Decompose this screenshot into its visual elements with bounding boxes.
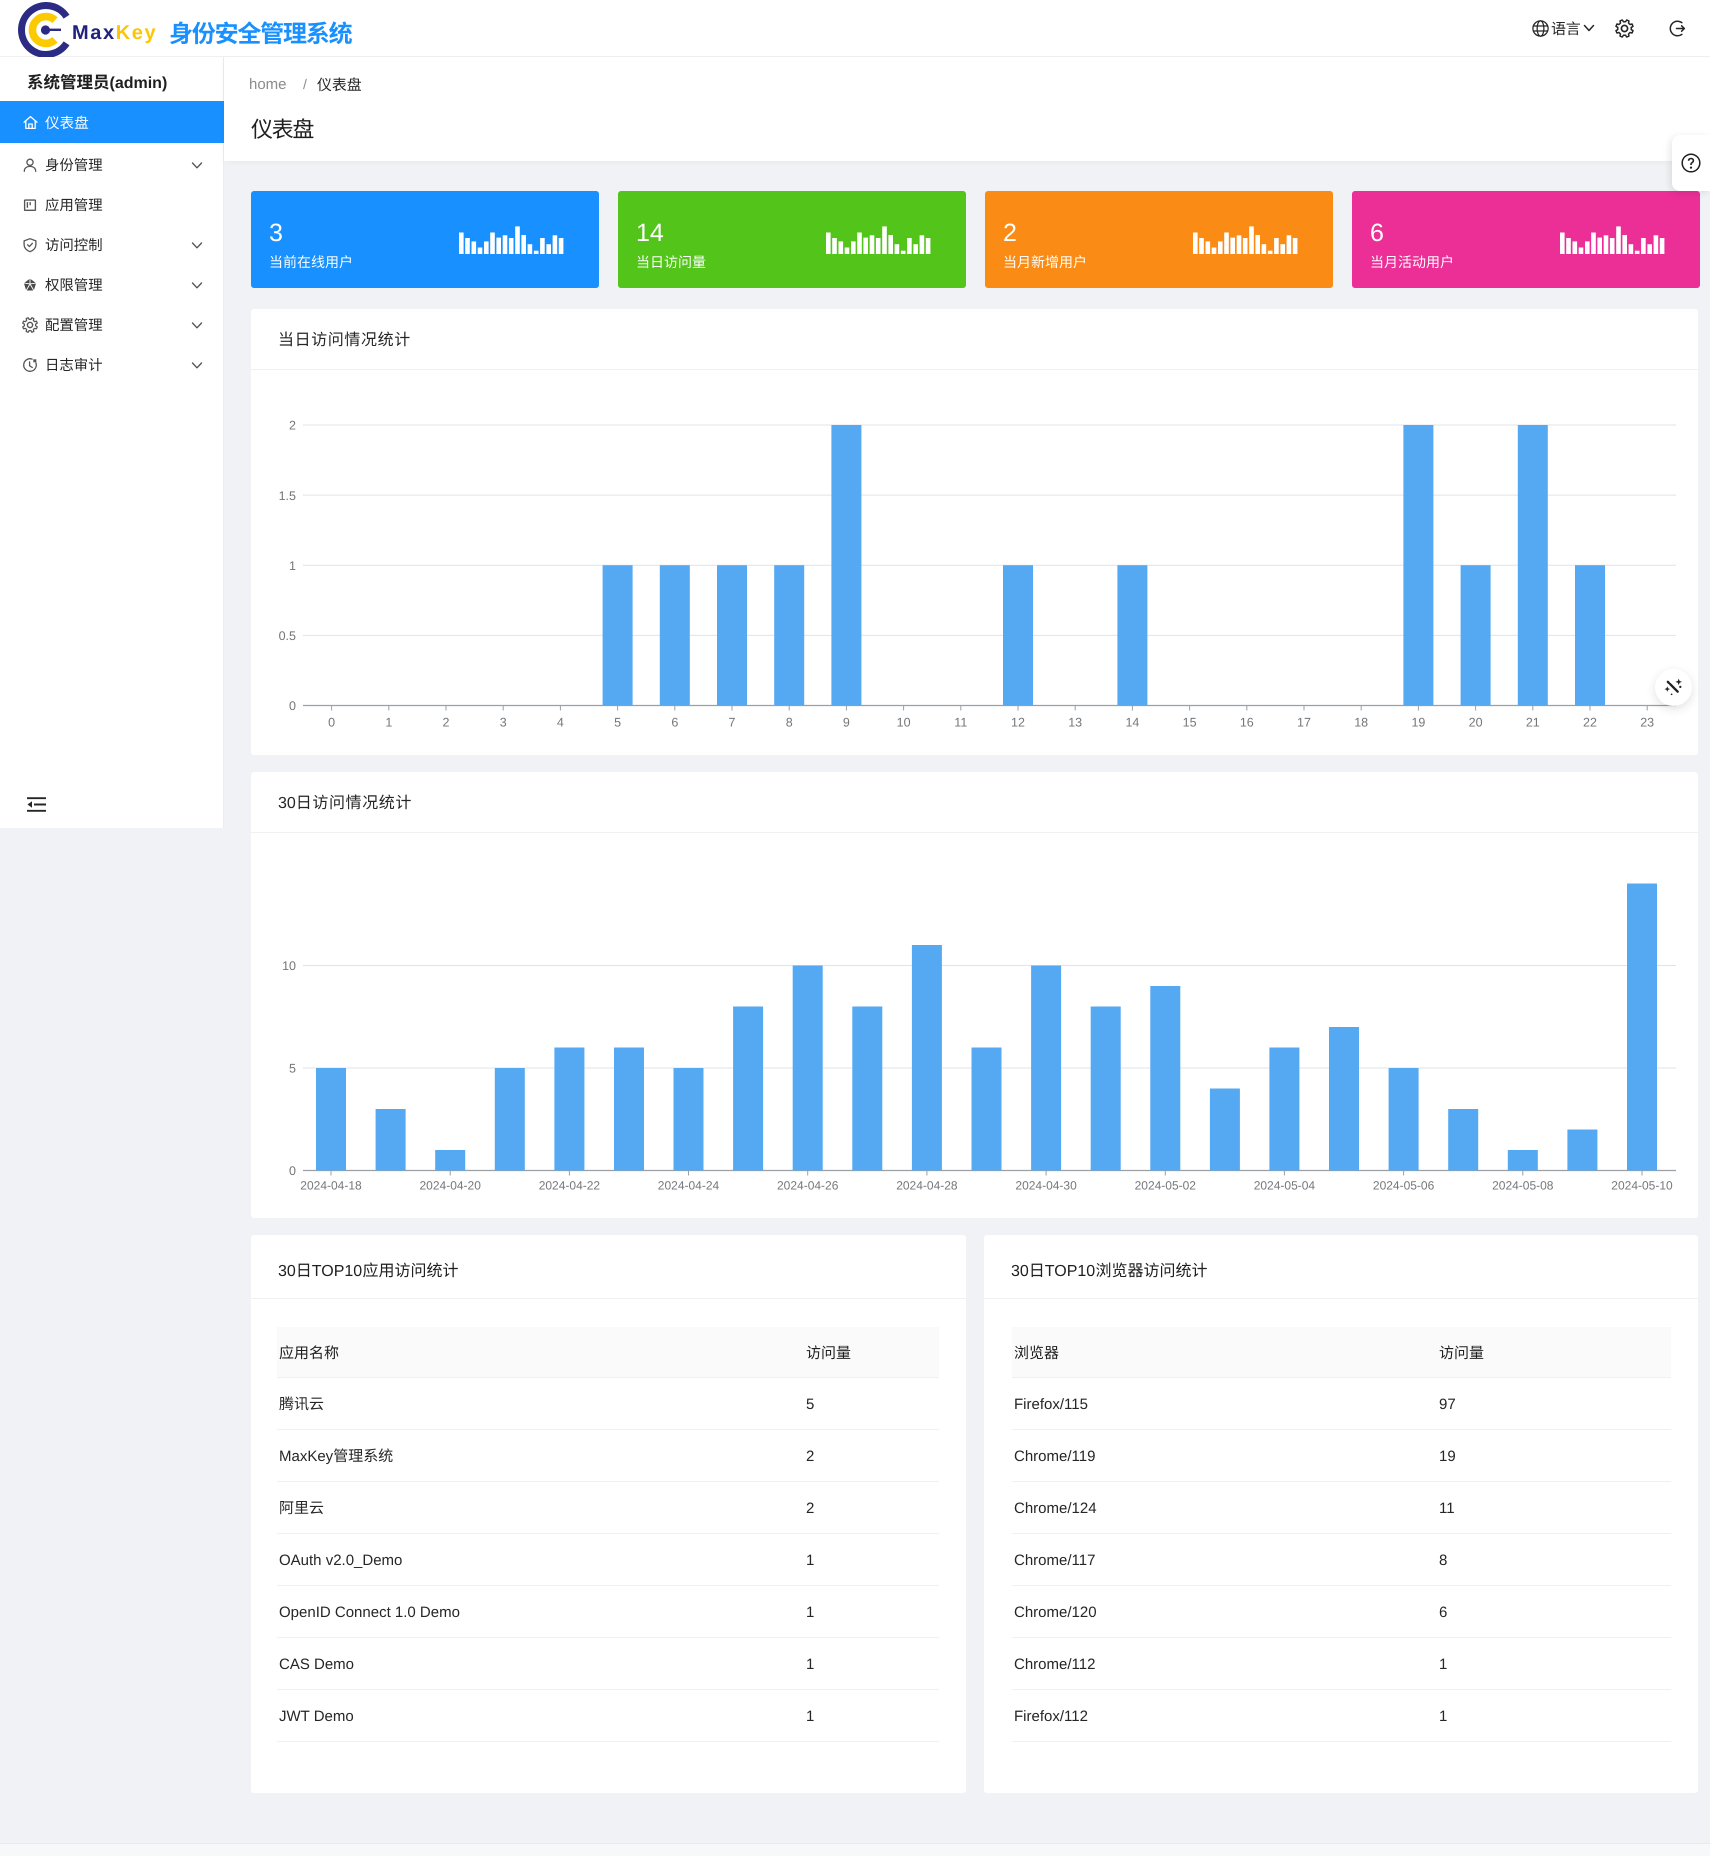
svg-text:30: 30 [278, 1263, 296, 1280]
svg-text:1: 1 [806, 1656, 814, 1673]
svg-text:1: 1 [806, 1552, 814, 1569]
svg-text:JWT Demo: JWT Demo [279, 1708, 354, 1725]
svg-text:11: 11 [1439, 1500, 1455, 1517]
svg-text:15: 15 [1183, 716, 1197, 730]
svg-text:1.5: 1.5 [279, 489, 296, 503]
svg-text:(admin): (admin) [110, 75, 168, 92]
svg-text:1: 1 [806, 1604, 814, 1621]
svg-text:21: 21 [1526, 716, 1540, 730]
svg-text:1: 1 [806, 1708, 814, 1725]
svg-text:2: 2 [1003, 219, 1017, 247]
svg-text:14: 14 [636, 219, 664, 247]
svg-text:Chrome/117: Chrome/117 [1014, 1552, 1095, 1569]
svg-text:7: 7 [729, 716, 736, 730]
svg-text:1: 1 [1439, 1656, 1447, 1673]
svg-text:8: 8 [1439, 1552, 1447, 1569]
svg-text:Firefox/115: Firefox/115 [1014, 1396, 1088, 1413]
svg-text:Chrome/120: Chrome/120 [1014, 1604, 1097, 1621]
svg-text:9: 9 [843, 716, 850, 730]
svg-text:20: 20 [1469, 716, 1483, 730]
svg-text:8: 8 [786, 716, 793, 730]
svg-text:Max: Max [72, 22, 116, 44]
svg-text:16: 16 [1240, 716, 1254, 730]
svg-text:Chrome/112: Chrome/112 [1014, 1656, 1095, 1673]
svg-text:TOP10: TOP10 [312, 1263, 363, 1280]
svg-text:2024-04-22: 2024-04-22 [539, 1179, 601, 1193]
svg-text:2024-04-18: 2024-04-18 [300, 1179, 362, 1193]
svg-text:1: 1 [1439, 1708, 1447, 1725]
svg-text:19: 19 [1411, 716, 1425, 730]
svg-text:19: 19 [1439, 1448, 1456, 1465]
svg-text:2024-04-24: 2024-04-24 [658, 1179, 720, 1193]
svg-text:2: 2 [443, 716, 450, 730]
svg-text:1: 1 [289, 559, 296, 573]
svg-text:3: 3 [500, 716, 507, 730]
svg-text:4: 4 [557, 716, 564, 730]
svg-text:5: 5 [614, 716, 621, 730]
svg-text:13: 13 [1068, 716, 1082, 730]
svg-text:10: 10 [897, 716, 911, 730]
svg-text:0: 0 [289, 699, 296, 713]
svg-text:Chrome/124: Chrome/124 [1014, 1500, 1097, 1517]
svg-text:10: 10 [282, 959, 296, 973]
svg-text:2024-05-02: 2024-05-02 [1135, 1179, 1197, 1193]
svg-text:30: 30 [1011, 1263, 1029, 1280]
svg-text:2: 2 [289, 419, 296, 433]
svg-text:11: 11 [954, 716, 967, 730]
svg-text:17: 17 [1297, 716, 1311, 730]
svg-text:2024-04-20: 2024-04-20 [420, 1179, 482, 1193]
svg-text:3: 3 [269, 219, 283, 247]
svg-text:OAuth v2.0_Demo: OAuth v2.0_Demo [279, 1552, 402, 1569]
svg-text:0: 0 [328, 716, 335, 730]
svg-text:2024-04-28: 2024-04-28 [896, 1179, 958, 1193]
svg-text:2: 2 [806, 1448, 814, 1465]
svg-text:12: 12 [1011, 716, 1025, 730]
svg-text:2024-05-06: 2024-05-06 [1373, 1179, 1435, 1193]
svg-text:Key: Key [116, 22, 158, 44]
svg-text:/: / [303, 76, 307, 92]
svg-text:Chrome/119: Chrome/119 [1014, 1448, 1095, 1465]
svg-text:2024-04-30: 2024-04-30 [1015, 1179, 1077, 1193]
svg-text:2024-05-08: 2024-05-08 [1492, 1179, 1554, 1193]
svg-text:22: 22 [1583, 716, 1597, 730]
svg-text:2: 2 [806, 1500, 814, 1517]
svg-text:MaxKey: MaxKey [279, 1448, 334, 1465]
svg-text:2024-05-10: 2024-05-10 [1611, 1179, 1673, 1193]
svg-text:6: 6 [1439, 1604, 1447, 1621]
svg-text:23: 23 [1640, 716, 1654, 730]
svg-text:1: 1 [385, 716, 392, 730]
svg-text:2024-05-04: 2024-05-04 [1254, 1179, 1316, 1193]
svg-text:18: 18 [1354, 716, 1368, 730]
svg-text:14: 14 [1125, 716, 1139, 730]
svg-text:2024-04-26: 2024-04-26 [777, 1179, 839, 1193]
svg-text:5: 5 [806, 1396, 814, 1413]
svg-text:0: 0 [289, 1164, 296, 1178]
svg-text:home: home [249, 76, 287, 93]
svg-text:OpenID Connect 1.0 Demo: OpenID Connect 1.0 Demo [279, 1604, 460, 1621]
svg-text:6: 6 [1370, 219, 1384, 247]
svg-text:6: 6 [671, 716, 678, 730]
svg-text:CAS Demo: CAS Demo [279, 1656, 354, 1673]
svg-text:97: 97 [1439, 1396, 1456, 1413]
svg-text:TOP10: TOP10 [1045, 1263, 1096, 1280]
svg-text:5: 5 [289, 1062, 296, 1076]
svg-text:30: 30 [278, 795, 296, 812]
svg-text:Firefox/112: Firefox/112 [1014, 1708, 1088, 1725]
svg-text:0.5: 0.5 [279, 629, 296, 643]
